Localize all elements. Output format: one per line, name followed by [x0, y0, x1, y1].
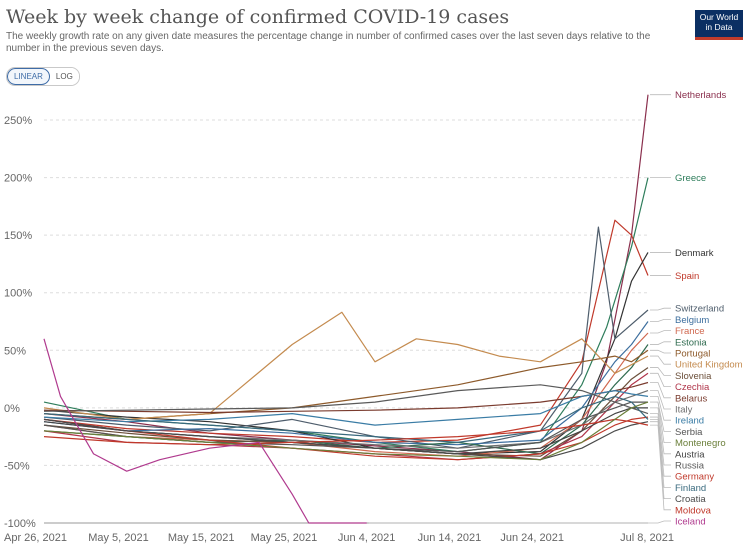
leader-line-iceland: [368, 520, 671, 524]
series-label-finland[interactable]: Finland: [675, 483, 706, 494]
series-label-slovenia[interactable]: Slovenia: [675, 371, 712, 382]
x-tick-label: Jun 24, 2021: [500, 532, 564, 544]
y-tick-label: 50%: [4, 345, 26, 357]
series-label-france[interactable]: France: [675, 326, 705, 337]
series-label-estonia[interactable]: Estonia: [675, 337, 707, 348]
y-tick-label: 250%: [4, 115, 32, 127]
y-tick-label: 0%: [4, 403, 20, 415]
series-label-greece[interactable]: Greece: [675, 173, 706, 184]
leader-line-belgium: [650, 318, 671, 322]
leader-line-germany: [650, 416, 671, 477]
series-line-netherlands[interactable]: [43, 94, 649, 461]
series-line-germany[interactable]: [43, 416, 649, 461]
series-label-netherlands[interactable]: Netherlands: [675, 90, 726, 101]
logo-line-1: Our World: [699, 12, 739, 22]
series-label-switzerland[interactable]: Switzerland: [675, 304, 724, 315]
leader-line-portugal: [650, 349, 671, 354]
leader-line-ireland: [650, 395, 671, 421]
series-label-italy[interactable]: Italy: [675, 405, 693, 416]
series-label-ireland[interactable]: Ireland: [675, 416, 704, 427]
series-label-serbia[interactable]: Serbia: [675, 427, 703, 438]
series-line-croatia[interactable]: [43, 418, 649, 461]
x-tick-label: Apr 26, 2021: [4, 532, 67, 544]
x-axis-ticks: Apr 26, 2021 May 5, 2021 May 15, 2021 May 2…: [4, 522, 674, 544]
series-label-iceland[interactable]: Iceland: [675, 517, 706, 528]
series-label-germany[interactable]: Germany: [675, 472, 714, 483]
leader-line-france: [650, 330, 671, 334]
series-lines: [43, 94, 649, 524]
series-line-moldova[interactable]: [43, 418, 649, 446]
leader-line-russia: [650, 413, 671, 466]
series-label-spain[interactable]: Spain: [675, 271, 699, 282]
owid-logo[interactable]: Our World in Data: [695, 10, 743, 40]
x-tick-label: May 25, 2021: [251, 532, 318, 544]
y-axis-ticks: -100% -50% 0% 50% 100% 150% 200% 250%: [4, 115, 36, 530]
series-line-montenegro[interactable]: [43, 401, 649, 461]
series-line-belarus[interactable]: [43, 381, 649, 414]
y-tick-label: 200%: [4, 173, 32, 185]
y-tick-label: 150%: [4, 230, 32, 242]
series-labels: Netherlands Greece Denmark Spain Switzerland…: [368, 90, 743, 528]
y-tick-label: 100%: [4, 288, 32, 300]
series-label-denmark[interactable]: Denmark: [675, 248, 714, 259]
leader-line-croatia: [650, 421, 671, 500]
series-label-russia[interactable]: Russia: [675, 461, 705, 472]
series-line-iceland[interactable]: [43, 338, 367, 524]
series-label-portugal[interactable]: Portugal: [675, 349, 710, 360]
series-line-united-kingdom[interactable]: [43, 311, 649, 420]
chart-subtitle: The weekly growth rate on any given date…: [6, 31, 651, 54]
series-label-belgium[interactable]: Belgium: [675, 315, 709, 326]
x-tick-label: Jun 4, 2021: [338, 532, 396, 544]
series-label-croatia[interactable]: Croatia: [675, 494, 706, 505]
series-line-portugal[interactable]: [43, 349, 649, 420]
leader-line-belarus: [650, 382, 671, 399]
y-tick-label: -100%: [4, 518, 36, 530]
leader-line-united-kingdom: [650, 355, 671, 365]
series-label-czechia[interactable]: Czechia: [675, 382, 710, 393]
series-line-finland[interactable]: [43, 395, 649, 443]
series-label-united-kingdom[interactable]: United Kingdom: [675, 360, 743, 371]
leader-line-moldova: [650, 424, 671, 511]
scale-toggle[interactable]: LINEAR LOG: [6, 67, 80, 86]
chart-title: Week by week change of confirmed COVID-1…: [6, 6, 510, 28]
leader-line-italy: [650, 390, 671, 410]
leader-line-austria: [650, 407, 671, 455]
logo-line-2: in Data: [705, 22, 733, 32]
linear-scale-button[interactable]: LINEAR: [7, 68, 50, 85]
series-line-denmark[interactable]: [43, 252, 649, 455]
leader-line-czechia: [650, 372, 671, 388]
series-label-montenegro[interactable]: Montenegro: [675, 438, 726, 449]
series-label-moldova[interactable]: Moldova: [675, 505, 712, 516]
series-line-ireland[interactable]: [43, 390, 649, 426]
series-line-russia[interactable]: [43, 384, 649, 415]
series-line-belgium[interactable]: [43, 321, 649, 446]
leader-line-switzerland: [650, 307, 671, 311]
x-tick-label: May 15, 2021: [168, 532, 235, 544]
series-label-belarus[interactable]: Belarus: [675, 393, 707, 404]
leader-line-montenegro: [650, 401, 671, 444]
leader-line-estonia: [650, 341, 671, 345]
gridlines: [44, 119, 648, 524]
logo-accent-bar: [695, 37, 743, 40]
series-line-spain[interactable]: [43, 219, 649, 443]
x-tick-label: Jun 14, 2021: [418, 532, 482, 544]
x-tick-label: May 5, 2021: [88, 532, 149, 544]
leader-line-finland: [650, 418, 671, 488]
leader-line-slovenia: [650, 367, 671, 376]
series-label-austria[interactable]: Austria: [675, 449, 705, 460]
y-tick-label: -50%: [4, 460, 30, 472]
log-scale-button[interactable]: LOG: [49, 68, 79, 85]
x-tick-label: Jul 8, 2021: [620, 532, 674, 544]
series-line-switzerland[interactable]: [43, 226, 649, 449]
